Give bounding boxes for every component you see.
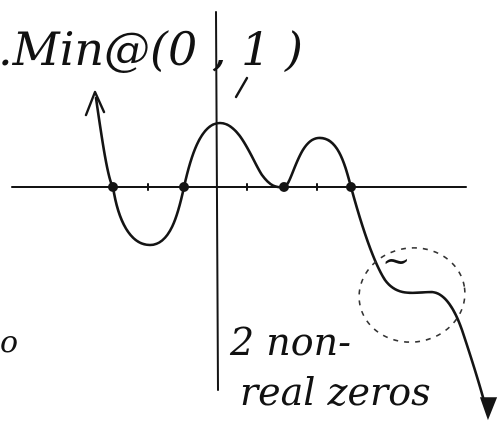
complex-zeros-label-line2: real zeros bbox=[240, 370, 431, 414]
local-min-label: .Min@(0 , 1 ) bbox=[0, 22, 303, 76]
label-tick bbox=[234, 76, 249, 99]
tilde-mark: ~ bbox=[382, 241, 411, 281]
polynomial-curve bbox=[94, 96, 489, 414]
complex-zeros-circle bbox=[358, 247, 466, 343]
zero-3 bbox=[279, 182, 289, 192]
zero-4 bbox=[346, 182, 356, 192]
zero-1 bbox=[108, 182, 118, 192]
zero-2 bbox=[179, 182, 189, 192]
arrowhead-up-icon bbox=[84, 90, 106, 117]
arrowhead-down-icon bbox=[479, 397, 498, 421]
margin-mark: o bbox=[0, 325, 18, 360]
y-axis bbox=[215, 11, 219, 391]
complex-zeros-label-line1: 2 non- bbox=[229, 320, 351, 364]
